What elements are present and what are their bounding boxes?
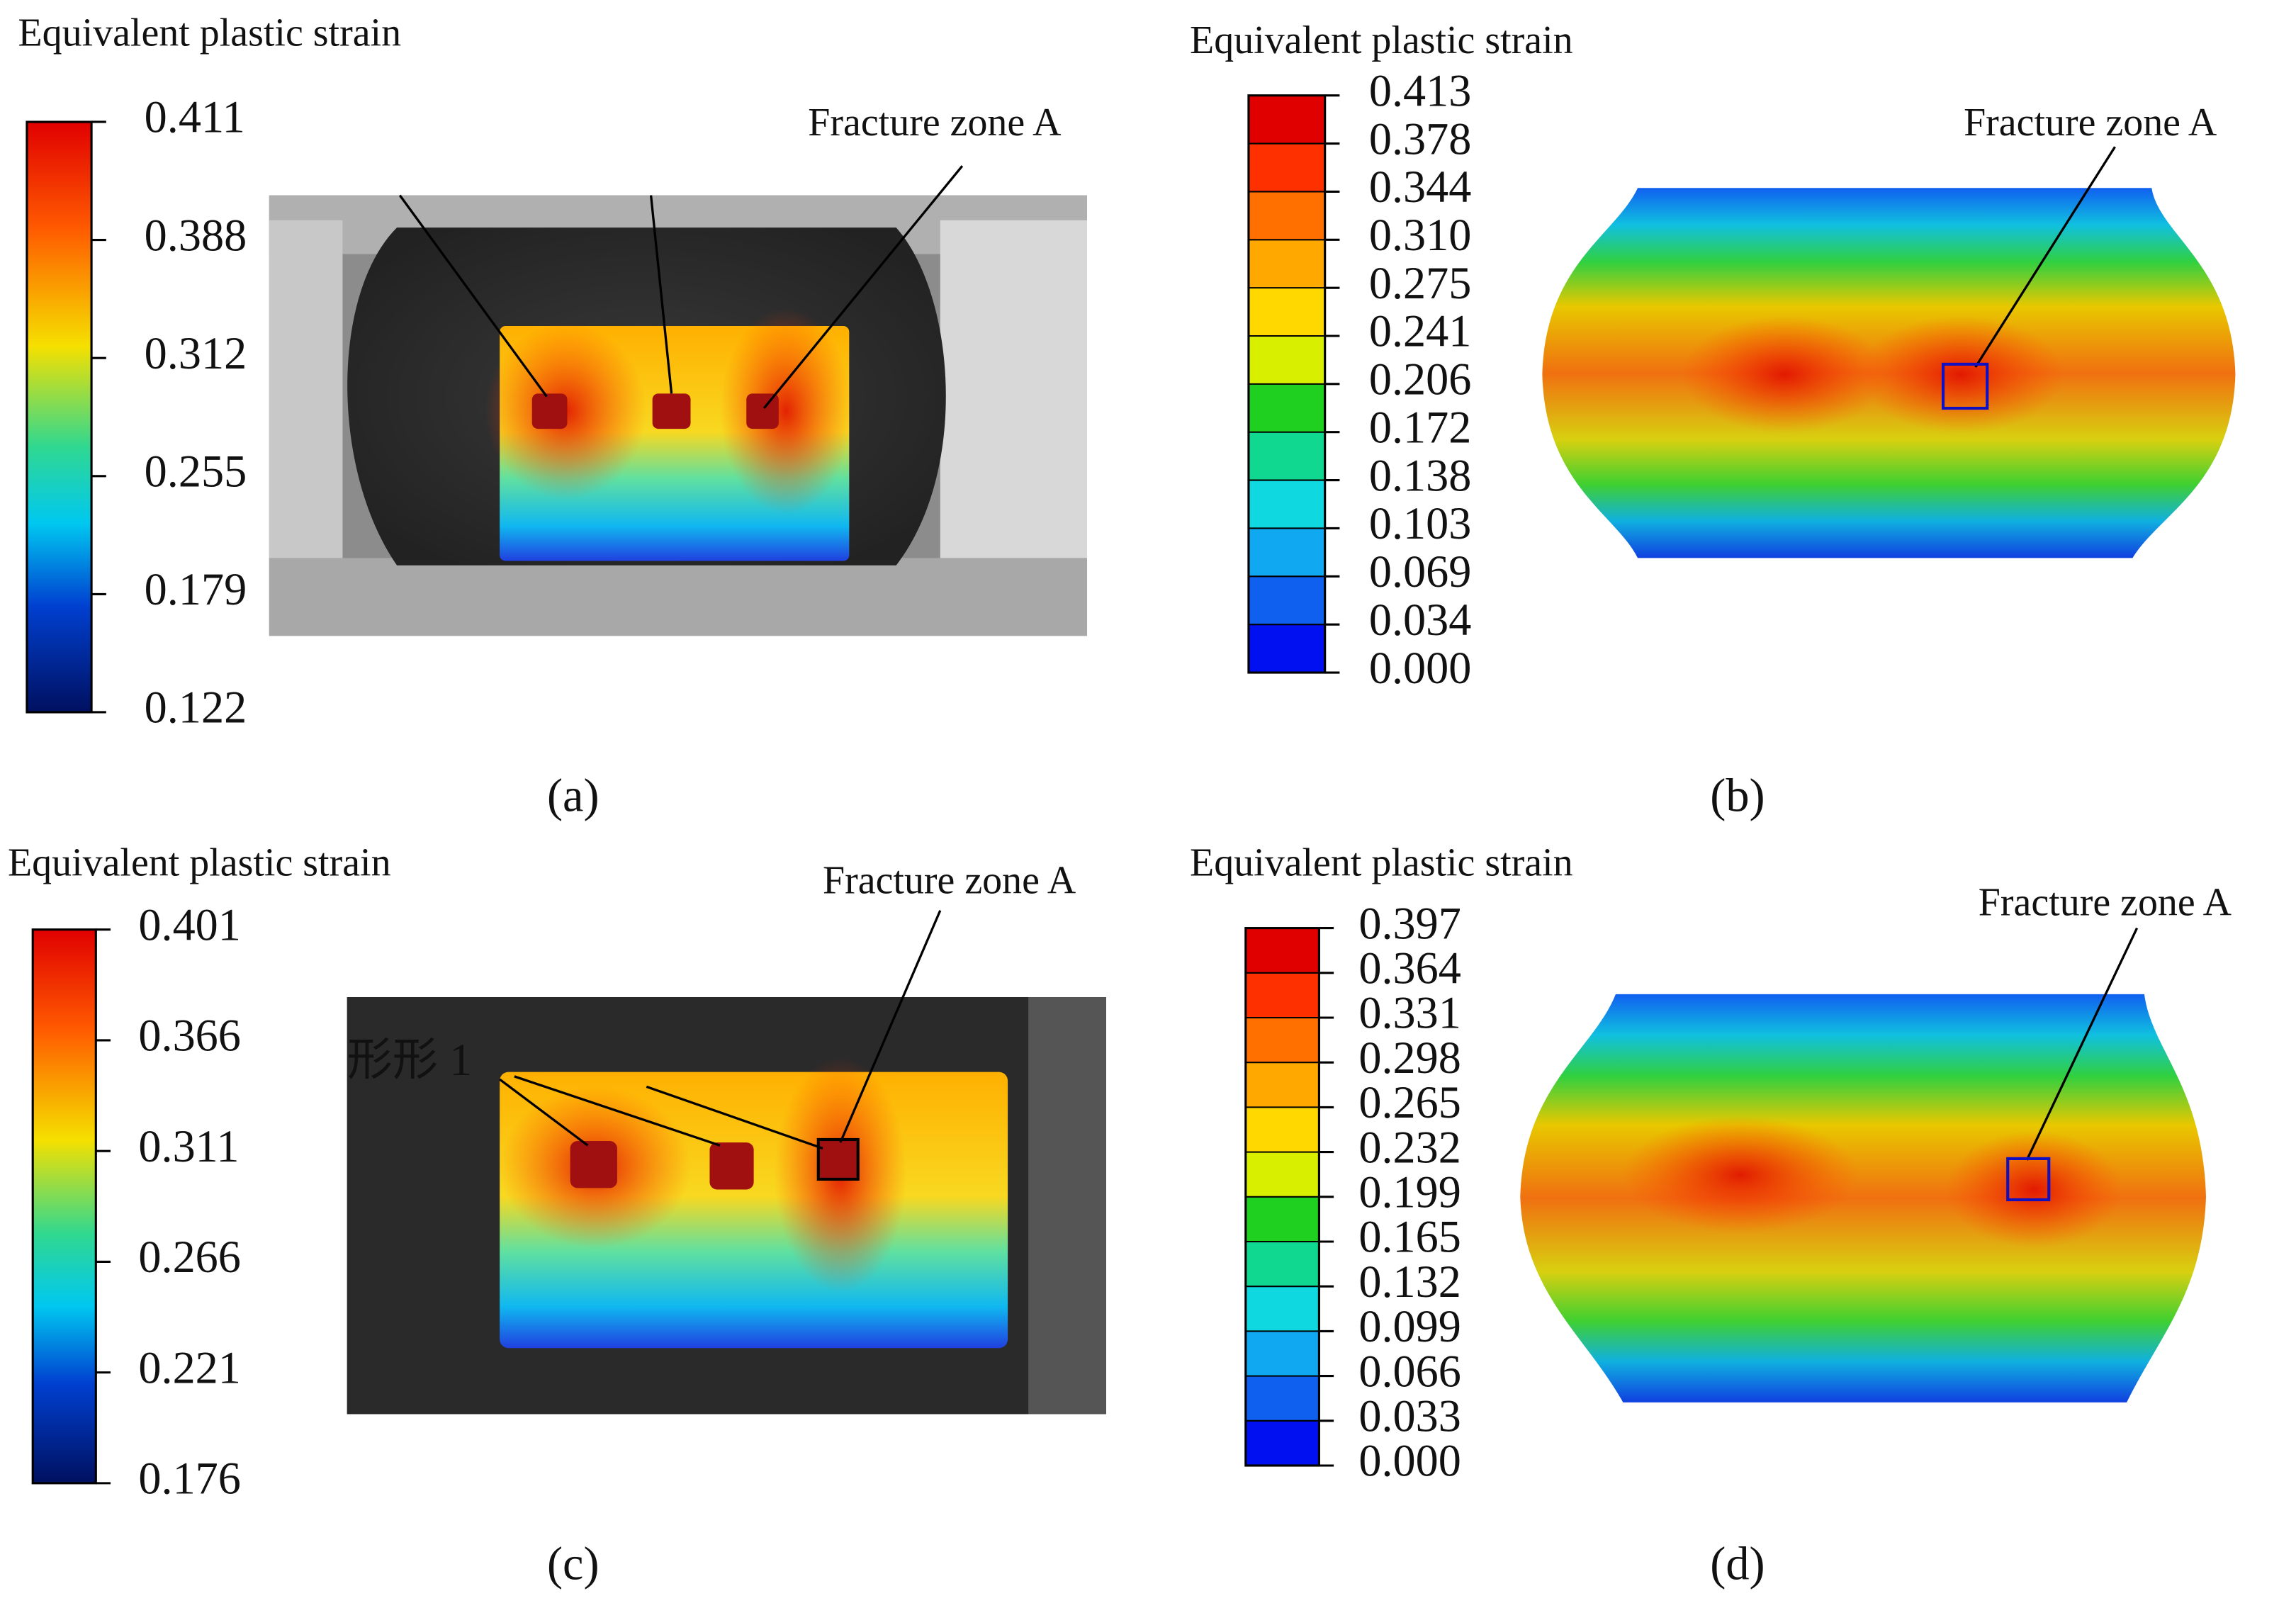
colorbar — [33, 929, 96, 1483]
tick-label: 0.069 — [1369, 546, 1472, 597]
tick-label: 0.221 — [138, 1342, 241, 1393]
colorbar-band — [1245, 1107, 1319, 1153]
tick-label: 0.312 — [145, 328, 247, 378]
tick-label: 0.298 — [1358, 1033, 1461, 1083]
tick-label: 0.344 — [1369, 162, 1472, 212]
colorbar-band — [1248, 336, 1325, 385]
colorbar-band — [1245, 1241, 1319, 1288]
tick-label: 0.378 — [1369, 113, 1472, 164]
tick-label: 0.401 — [138, 899, 241, 950]
colorbar-band — [1248, 191, 1325, 241]
colorbar-frame — [26, 120, 93, 714]
tick-label: 0.099 — [1358, 1301, 1461, 1351]
tick-label: 0.132 — [1358, 1256, 1461, 1307]
annotation: Fracture zone A — [808, 101, 1061, 145]
tick-label: 0.266 — [138, 1232, 241, 1282]
colorbar-title: Equivalent plastic strain — [1190, 18, 1573, 62]
tick-label: 0.034 — [1369, 595, 1472, 645]
tick-label: 0.275 — [1369, 258, 1472, 308]
tick-label: 0.413 — [1369, 65, 1472, 116]
overlay-text: 形形 1 — [347, 1035, 473, 1085]
colorbar-title: Equivalent plastic strain — [1190, 840, 1573, 884]
tick-label: 0.241 — [1369, 306, 1472, 356]
colorbar-band — [1248, 432, 1325, 481]
tick-label: 0.366 — [138, 1011, 241, 1061]
tick-label: 0.103 — [1369, 498, 1472, 549]
tick-label: 0.122 — [145, 682, 247, 733]
colorbar-band — [1248, 576, 1325, 626]
tick-label: 0.388 — [145, 210, 247, 260]
colorbar-band — [1245, 1152, 1319, 1198]
panel-label: (c) — [547, 1538, 600, 1590]
static-artwork — [269, 146, 2236, 1415]
colorbar — [26, 121, 92, 712]
tick-label: 0.000 — [1358, 1436, 1461, 1486]
colorbar-band — [1245, 1331, 1319, 1377]
colorbar-band — [1245, 1196, 1319, 1243]
tick-label: 0.066 — [1358, 1346, 1461, 1396]
tick-label: 0.232 — [1358, 1122, 1461, 1172]
colorbar-band — [1248, 95, 1325, 145]
tick-label: 0.364 — [1358, 943, 1461, 994]
tick-label: 0.000 — [1369, 643, 1472, 693]
colorbar-band — [1245, 1420, 1319, 1467]
colorbar-band — [1245, 1017, 1319, 1064]
tick-label: 0.199 — [1358, 1167, 1461, 1218]
colorbar-title: Equivalent plastic strain — [8, 840, 391, 884]
tick-label: 0.331 — [1358, 988, 1461, 1038]
tick-label: 0.206 — [1369, 354, 1472, 405]
colorbar-band — [1245, 1062, 1319, 1108]
tick-label: 0.397 — [1358, 898, 1461, 948]
colorbar-band — [1248, 288, 1325, 337]
tick-label: 0.033 — [1358, 1391, 1461, 1441]
panel-label: (b) — [1710, 770, 1765, 822]
colorbar-frame — [31, 928, 97, 1485]
tick-label: 0.311 — [138, 1121, 239, 1171]
tick-label: 0.310 — [1369, 210, 1472, 260]
annotation: Fracture zone A — [1979, 880, 2232, 924]
annotation: Fracture zone A — [1964, 101, 2217, 145]
panel-label: (d) — [1710, 1538, 1765, 1590]
tick-label: 0.411 — [145, 92, 245, 142]
tick-label: 0.176 — [138, 1454, 241, 1504]
tick-label: 0.165 — [1358, 1212, 1461, 1262]
colorbar-band — [1245, 1286, 1319, 1332]
colorbar-band — [1248, 383, 1325, 433]
colorbar-band — [1245, 972, 1319, 1019]
colorbar-band — [1248, 528, 1325, 578]
tick-label: 0.172 — [1369, 402, 1472, 452]
annotation: Fracture zone A — [823, 858, 1076, 902]
tick-label: 0.179 — [145, 564, 247, 614]
colorbar-band — [1248, 143, 1325, 193]
colorbar-band — [1248, 240, 1325, 289]
colorbar-band — [1245, 928, 1319, 974]
colorbar-band — [1248, 480, 1325, 529]
colorbar-band — [1248, 624, 1325, 674]
colorbar-band — [1245, 1376, 1319, 1422]
panel-label: (a) — [547, 770, 600, 822]
tick-label: 0.265 — [1358, 1077, 1461, 1128]
tick-label: 0.255 — [145, 446, 247, 497]
colorbar-title: Equivalent plastic strain — [18, 11, 401, 55]
tick-label: 0.138 — [1369, 450, 1472, 500]
